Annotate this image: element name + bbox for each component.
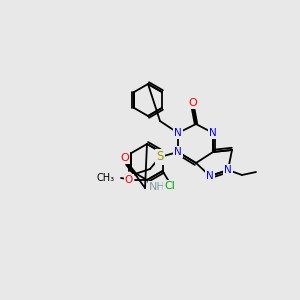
Text: N: N [174, 128, 182, 138]
Text: O: O [121, 153, 129, 163]
Text: S: S [156, 151, 164, 164]
Text: O: O [189, 98, 197, 108]
Text: N: N [209, 128, 217, 138]
Text: N: N [174, 147, 182, 157]
Text: N: N [206, 171, 214, 181]
Text: CH₃: CH₃ [97, 173, 115, 183]
Text: O: O [125, 175, 133, 185]
Text: Cl: Cl [164, 181, 175, 191]
Text: N: N [224, 165, 232, 175]
Text: NH: NH [149, 182, 166, 192]
